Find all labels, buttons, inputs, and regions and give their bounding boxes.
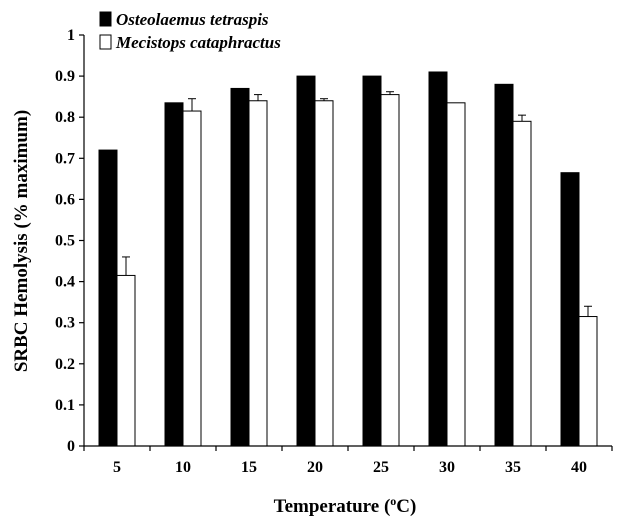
- x-axis: 5 10 15 20 25 30 35 40: [83, 445, 613, 476]
- y-tick-label: 0.2: [55, 356, 75, 373]
- plot-area: [98, 71, 598, 447]
- legend-swatch-mecistops: [99, 34, 112, 50]
- legend: Osteolaemus tetraspis Mecistops cataphrac…: [99, 10, 281, 52]
- y-tick-label: 0.7: [55, 150, 75, 167]
- bar-mecistops-15: [248, 100, 268, 447]
- bar-osteolaemus-40: [560, 172, 580, 447]
- bar-osteolaemus-15: [230, 87, 250, 447]
- x-tick-label: 5: [113, 459, 121, 476]
- bar-osteolaemus-20: [296, 75, 316, 447]
- bar-mecistops-10: [182, 110, 202, 447]
- bar-osteolaemus-35: [494, 83, 514, 447]
- bar-mecistops-30: [446, 102, 466, 447]
- bar-osteolaemus-30: [428, 71, 448, 447]
- y-tick-label: 0.4: [55, 274, 75, 291]
- bar-mecistops-40: [578, 316, 598, 447]
- x-axis-title-superscript: o: [390, 494, 396, 508]
- y-tick-label: 0.6: [55, 191, 75, 208]
- y-axis: 0 0.1 0.2 0.3 0.4 0.5 0.6 0.7 0.8 0.9 1: [55, 27, 85, 455]
- bar-osteolaemus-5: [98, 149, 118, 447]
- y-tick-label: 0.3: [55, 315, 75, 332]
- x-tick-label: 35: [505, 459, 521, 476]
- bar-mecistops-35: [512, 120, 532, 447]
- x-tick-label: 40: [571, 459, 587, 476]
- x-axis-title-main: Temperature (: [274, 496, 391, 517]
- x-axis-title: Temperature (oC): [274, 494, 417, 517]
- x-tick-label: 20: [307, 459, 323, 476]
- y-axis-title: SRBC Hemolysis (% maximum): [11, 110, 32, 372]
- x-tick-label: 30: [439, 459, 455, 476]
- x-tick-label: 15: [241, 459, 257, 476]
- y-tick-label: 0.9: [55, 68, 75, 85]
- bar-mecistops-25: [380, 94, 400, 447]
- x-tick-label: 10: [175, 459, 191, 476]
- legend-label-osteolaemus: Osteolaemus tetraspis: [116, 10, 269, 29]
- y-tick-label: 0: [67, 438, 75, 455]
- x-tick-label: 25: [373, 459, 389, 476]
- bar-osteolaemus-10: [164, 102, 184, 447]
- legend-swatch-osteolaemus: [99, 11, 112, 27]
- y-tick-label: 0.5: [55, 233, 75, 250]
- y-tick-label: 0.8: [55, 109, 75, 126]
- x-axis-title-end: C): [396, 496, 416, 517]
- y-tick-label: 0.1: [55, 397, 75, 414]
- bar-osteolaemus-25: [362, 75, 382, 447]
- bar-mecistops-20: [314, 100, 334, 447]
- y-tick-label: 1: [67, 27, 75, 44]
- bar-mecistops-5: [116, 274, 136, 447]
- legend-label-mecistops: Mecistops cataphractus: [115, 33, 281, 52]
